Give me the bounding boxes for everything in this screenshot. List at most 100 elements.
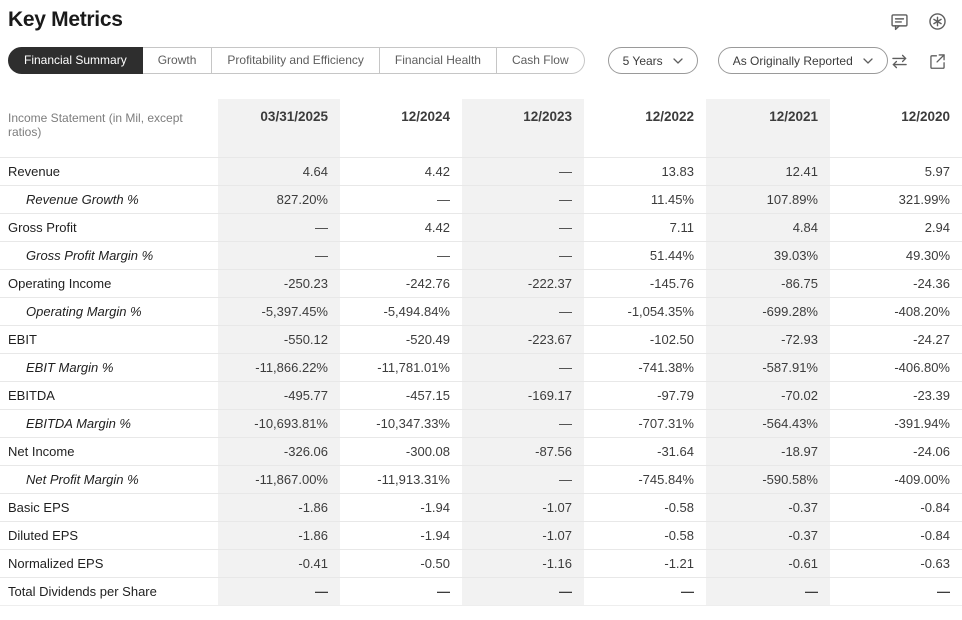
cell-value: -10,347.33% — [340, 408, 462, 437]
table-row: Diluted EPS -1.86 -1.94 -1.07 -0.58 -0.37 -0.8… — [0, 520, 962, 549]
table-row: Gross Profit Margin % — — —51.44% 39.03% 49.3… — [0, 240, 962, 269]
cell-value: -326.06 — [218, 436, 340, 465]
cell-value: — — [462, 352, 584, 381]
cell-value: -1.21 — [584, 548, 706, 577]
row-label: Gross Profit — [0, 212, 218, 241]
tab-financial-summary[interactable]: Financial Summary — [8, 47, 143, 74]
row-label: Revenue — [0, 156, 218, 185]
cell-value: — — [584, 576, 706, 606]
column-header: 12/2021 — [706, 99, 830, 157]
cell-value: -11,913.31% — [340, 464, 462, 493]
cell-value: -11,781.01% — [340, 352, 462, 381]
cell-value: -0.84 — [830, 520, 962, 549]
column-header: 12/2024 — [401, 109, 450, 124]
cell-value: 2.94 — [830, 212, 962, 241]
period-dropdown[interactable]: 5 Years — [607, 47, 698, 74]
cell-value: -242.76 — [340, 268, 462, 297]
export-icon[interactable] — [926, 50, 948, 72]
cell-value: -0.58 — [584, 520, 706, 549]
row-label: Operating Margin % — [0, 296, 218, 325]
header-icons — [888, 8, 948, 32]
key-metrics-table: Income Statement (in Mil, except ratios)… — [0, 99, 962, 606]
cell-value: -0.84 — [830, 492, 962, 521]
cell-value: -5,397.45% — [218, 296, 340, 325]
cell-value: -590.58% — [706, 464, 830, 493]
comment-icon[interactable] — [888, 10, 910, 32]
table-row: Operating Income -250.23 -242.76 -222.37 -14… — [0, 268, 962, 297]
row-label: EBIT Margin % — [0, 352, 218, 381]
cell-value: -24.36 — [830, 268, 962, 297]
cell-value: — — [706, 576, 830, 606]
cell-value: -31.64 — [584, 436, 706, 465]
cell-value: -24.27 — [830, 324, 962, 353]
cell-value: -0.61 — [706, 548, 830, 577]
cell-value: -169.17 — [462, 380, 584, 409]
cell-value: 4.84 — [706, 212, 830, 241]
cell-value: 5.97 — [830, 156, 962, 185]
cell-value: 7.11 — [584, 212, 706, 241]
table-body: Revenue 4.64 4.42—13.83 12.41 5.97 Revenue Gr… — [0, 156, 962, 606]
page-header: Key Metrics — [0, 0, 962, 32]
table-row: Gross Profit —4.42—7.11 4.84 2.94 — [0, 212, 962, 241]
column-header: 03/31/2025 — [218, 99, 340, 157]
cell-value: 49.30% — [830, 240, 962, 269]
tab-financial-health[interactable]: Financial Health — [379, 47, 497, 74]
cell-value: 4.64 — [218, 156, 340, 185]
table-row: Revenue 4.64 4.42—13.83 12.41 5.97 — [0, 156, 962, 185]
table-row: Operating Margin % -5,397.45% -5,494.84% — -… — [0, 296, 962, 325]
cell-value: 107.89% — [706, 184, 830, 213]
cell-value: — — [340, 184, 462, 213]
cell-value: -102.50 — [584, 324, 706, 353]
reporting-dropdown-label: As Originally Reported — [732, 53, 853, 68]
cell-value: — — [218, 240, 340, 269]
table-row: EBITDA Margin % -10,693.81% -10,347.33% — -7… — [0, 408, 962, 437]
cell-value: — — [218, 576, 340, 606]
cell-value: -699.28% — [706, 296, 830, 325]
cell-value: -72.93 — [706, 324, 830, 353]
row-label: Operating Income — [0, 268, 218, 297]
cell-value: -457.15 — [340, 380, 462, 409]
reporting-dropdown[interactable]: As Originally Reported — [717, 47, 888, 74]
toolbar-right-icons — [888, 50, 948, 72]
cell-value: — — [340, 240, 462, 269]
table-row: Revenue Growth % 827.20% — —11.45% 107.89% 32… — [0, 184, 962, 213]
cell-value: -1.07 — [462, 520, 584, 549]
cell-value: — — [218, 212, 340, 241]
cell-value: -223.67 — [462, 324, 584, 353]
cell-value: -5,494.84% — [340, 296, 462, 325]
cell-value: -250.23 — [218, 268, 340, 297]
row-label: Basic EPS — [0, 492, 218, 521]
cell-value: — — [462, 576, 584, 606]
row-label: Total Dividends per Share — [0, 576, 218, 606]
chevron-down-icon — [673, 57, 683, 64]
cell-value: -0.58 — [584, 492, 706, 521]
tab-profitability-and-efficiency[interactable]: Profitability and Efficiency — [212, 47, 380, 74]
compare-arrows-icon[interactable] — [888, 50, 910, 72]
cell-value: -0.41 — [218, 548, 340, 577]
period-dropdown-label: 5 Years — [622, 53, 663, 68]
cell-value: -406.80% — [830, 352, 962, 381]
tab-growth[interactable]: Growth — [142, 47, 213, 74]
cell-value: 827.20% — [218, 184, 340, 213]
cell-value: 51.44% — [584, 240, 706, 269]
cell-value: -24.06 — [830, 436, 962, 465]
cell-value: 39.03% — [706, 240, 830, 269]
cell-value: -1.86 — [218, 492, 340, 521]
cell-value: -18.97 — [706, 436, 830, 465]
row-label: Revenue Growth % — [0, 184, 218, 213]
cell-value: -550.12 — [218, 324, 340, 353]
asterisk-circle-icon[interactable] — [926, 10, 948, 32]
cell-value: -409.00% — [830, 464, 962, 493]
column-header: 12/2023 — [462, 99, 584, 157]
table-header-row: Income Statement (in Mil, except ratios)… — [0, 99, 962, 157]
cell-value: -1.94 — [340, 520, 462, 549]
cell-value: -11,867.00% — [218, 464, 340, 493]
cell-value: — — [462, 184, 584, 213]
cell-value: -0.37 — [706, 492, 830, 521]
cell-value: -707.31% — [584, 408, 706, 437]
tab-cash-flow[interactable]: Cash Flow — [496, 47, 585, 74]
row-label: Diluted EPS — [0, 520, 218, 549]
table-row: Net Income -326.06 -300.08 -87.56 -31.64 -18.… — [0, 436, 962, 465]
row-label: EBITDA — [0, 380, 218, 409]
